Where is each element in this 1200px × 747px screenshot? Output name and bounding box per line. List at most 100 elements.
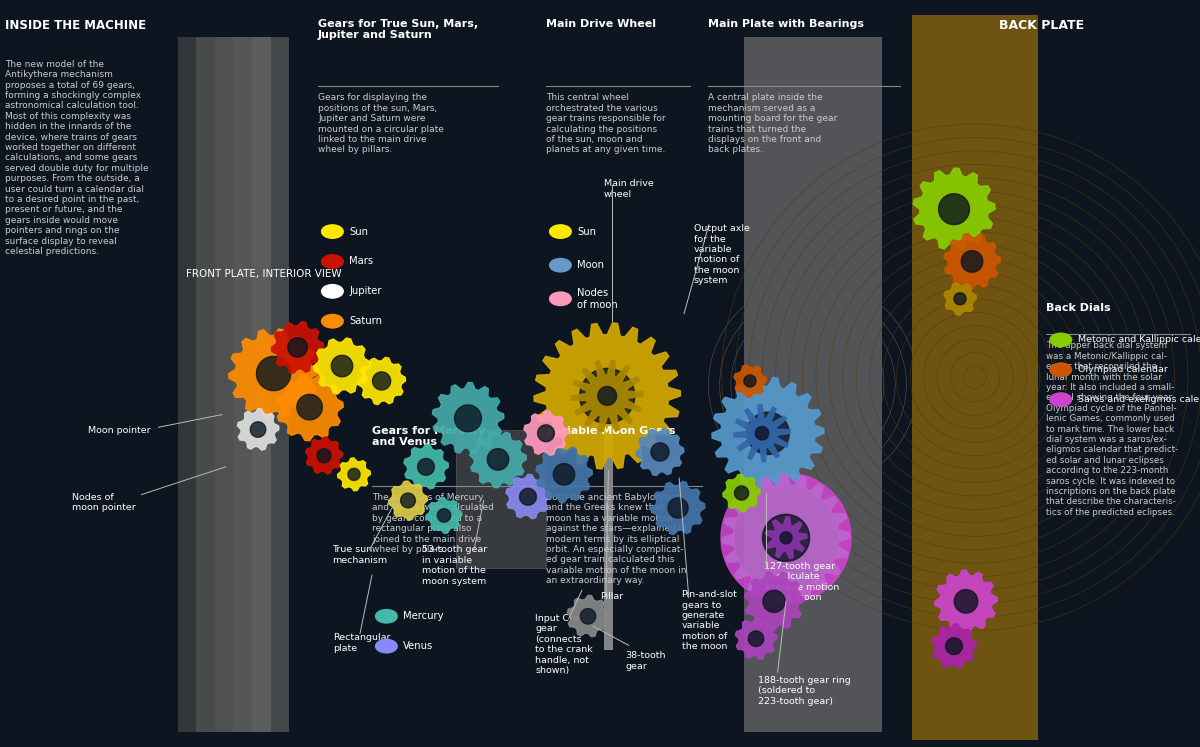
Polygon shape	[932, 624, 977, 669]
Polygon shape	[524, 411, 569, 456]
Polygon shape	[404, 444, 449, 489]
Text: 188-tooth gear ring
(soldered to
223-tooth gear): 188-tooth gear ring (soldered to 223-too…	[758, 676, 851, 706]
Polygon shape	[288, 338, 307, 357]
Polygon shape	[944, 283, 977, 315]
Bar	[178, 37, 215, 732]
Text: Moon pointer: Moon pointer	[88, 426, 150, 435]
Polygon shape	[426, 498, 462, 533]
Polygon shape	[331, 356, 353, 376]
Polygon shape	[276, 374, 343, 441]
Bar	[197, 37, 233, 732]
Text: Saturn: Saturn	[349, 316, 383, 326]
Polygon shape	[749, 631, 763, 646]
Polygon shape	[389, 481, 427, 520]
Text: Sun: Sun	[349, 226, 368, 237]
Text: Variable Moon Gears: Variable Moon Gears	[546, 426, 676, 436]
Polygon shape	[733, 405, 791, 462]
Bar	[233, 37, 271, 732]
Polygon shape	[306, 437, 343, 474]
Circle shape	[1050, 393, 1072, 406]
Polygon shape	[337, 458, 371, 491]
Polygon shape	[766, 517, 806, 559]
Text: Pillar: Pillar	[600, 592, 623, 601]
Bar	[912, 15, 1038, 740]
Polygon shape	[668, 498, 688, 518]
Text: Mars: Mars	[349, 256, 373, 267]
Polygon shape	[763, 590, 785, 613]
Polygon shape	[746, 412, 790, 454]
Circle shape	[376, 610, 397, 623]
Polygon shape	[734, 486, 749, 500]
Bar	[252, 37, 289, 732]
Circle shape	[550, 225, 571, 238]
Text: Nodes
of moon: Nodes of moon	[577, 288, 618, 309]
Text: True sun
mechanism: True sun mechanism	[332, 545, 388, 565]
Text: Gears for displaying the
positions of the sun, Mars,
Jupiter and Saturn were
mou: Gears for displaying the positions of th…	[318, 93, 444, 155]
Polygon shape	[251, 422, 265, 437]
Polygon shape	[744, 375, 756, 387]
Polygon shape	[581, 609, 595, 624]
Polygon shape	[961, 251, 983, 272]
Polygon shape	[536, 446, 593, 503]
Circle shape	[550, 258, 571, 272]
Polygon shape	[938, 193, 970, 225]
Polygon shape	[721, 473, 851, 603]
Circle shape	[376, 639, 397, 653]
Polygon shape	[538, 425, 554, 441]
Text: Jupiter: Jupiter	[349, 286, 382, 297]
Text: 53-tooth gear
in variable
motion of the
moon system: 53-tooth gear in variable motion of the …	[422, 545, 487, 586]
Text: This central wheel
orchestrated the various
gear trains responsible for
calculat: This central wheel orchestrated the vari…	[546, 93, 666, 155]
Polygon shape	[954, 589, 978, 613]
Polygon shape	[580, 368, 635, 424]
Bar	[604, 411, 613, 650]
Polygon shape	[744, 571, 804, 631]
Text: Sun: Sun	[577, 226, 596, 237]
Text: Gears for True Sun, Mars,
Jupiter and Saturn: Gears for True Sun, Mars, Jupiter and Sa…	[318, 19, 478, 40]
Polygon shape	[553, 464, 575, 485]
Polygon shape	[935, 570, 997, 633]
Polygon shape	[944, 233, 1001, 290]
Text: Saros and exeligmos calendar: Saros and exeligmos calendar	[1078, 395, 1200, 404]
Polygon shape	[636, 428, 684, 476]
Polygon shape	[271, 321, 324, 374]
Text: The upper back dial system
was a Metonic/Kallippic cal-
endar that reconciled th: The upper back dial system was a Metonic…	[1046, 341, 1178, 517]
Polygon shape	[598, 386, 617, 406]
Bar	[215, 37, 252, 732]
Polygon shape	[913, 168, 995, 250]
Polygon shape	[358, 357, 406, 405]
Polygon shape	[650, 443, 670, 461]
Polygon shape	[946, 638, 962, 654]
Text: Metonic and Kallippic calendar: Metonic and Kallippic calendar	[1078, 335, 1200, 344]
Polygon shape	[432, 382, 504, 454]
Circle shape	[322, 255, 343, 268]
Polygon shape	[534, 323, 680, 469]
Polygon shape	[313, 338, 371, 394]
Polygon shape	[455, 405, 481, 432]
Polygon shape	[506, 474, 551, 519]
Circle shape	[550, 292, 571, 306]
Text: Both the ancient Babylonians
and the Greeks knew that the
moon has a variable mo: Both the ancient Babylonians and the Gre…	[546, 493, 686, 585]
Text: The positions of Mercury
and Venus were calculated
by gears connected to a
recta: The positions of Mercury and Venus were …	[372, 493, 494, 554]
Text: Mercury: Mercury	[403, 611, 444, 622]
Polygon shape	[722, 474, 850, 601]
Polygon shape	[238, 409, 278, 450]
Polygon shape	[736, 618, 776, 660]
Text: The new model of the
Antikythera mechanism
proposes a total of 69 gears,
forming: The new model of the Antikythera mechani…	[5, 60, 149, 256]
Circle shape	[322, 285, 343, 298]
Text: Output axle
for the
variable
motion of
the moon
system: Output axle for the variable motion of t…	[694, 224, 750, 285]
Bar	[456, 430, 546, 568]
Bar	[744, 37, 882, 732]
Text: 127-tooth gear
to calculate
average motion
of the moon: 127-tooth gear to calculate average moti…	[764, 562, 840, 602]
Text: Main Plate with Bearings: Main Plate with Bearings	[708, 19, 864, 28]
Text: 38-tooth
gear: 38-tooth gear	[625, 651, 666, 671]
Circle shape	[322, 225, 343, 238]
Circle shape	[1050, 333, 1072, 347]
Text: Nodes of
moon pointer: Nodes of moon pointer	[72, 493, 136, 512]
Circle shape	[1050, 363, 1072, 376]
Polygon shape	[712, 377, 824, 489]
Polygon shape	[734, 365, 767, 397]
Polygon shape	[520, 489, 536, 505]
Text: Venus: Venus	[403, 641, 433, 651]
Polygon shape	[954, 293, 966, 305]
Polygon shape	[487, 449, 509, 470]
